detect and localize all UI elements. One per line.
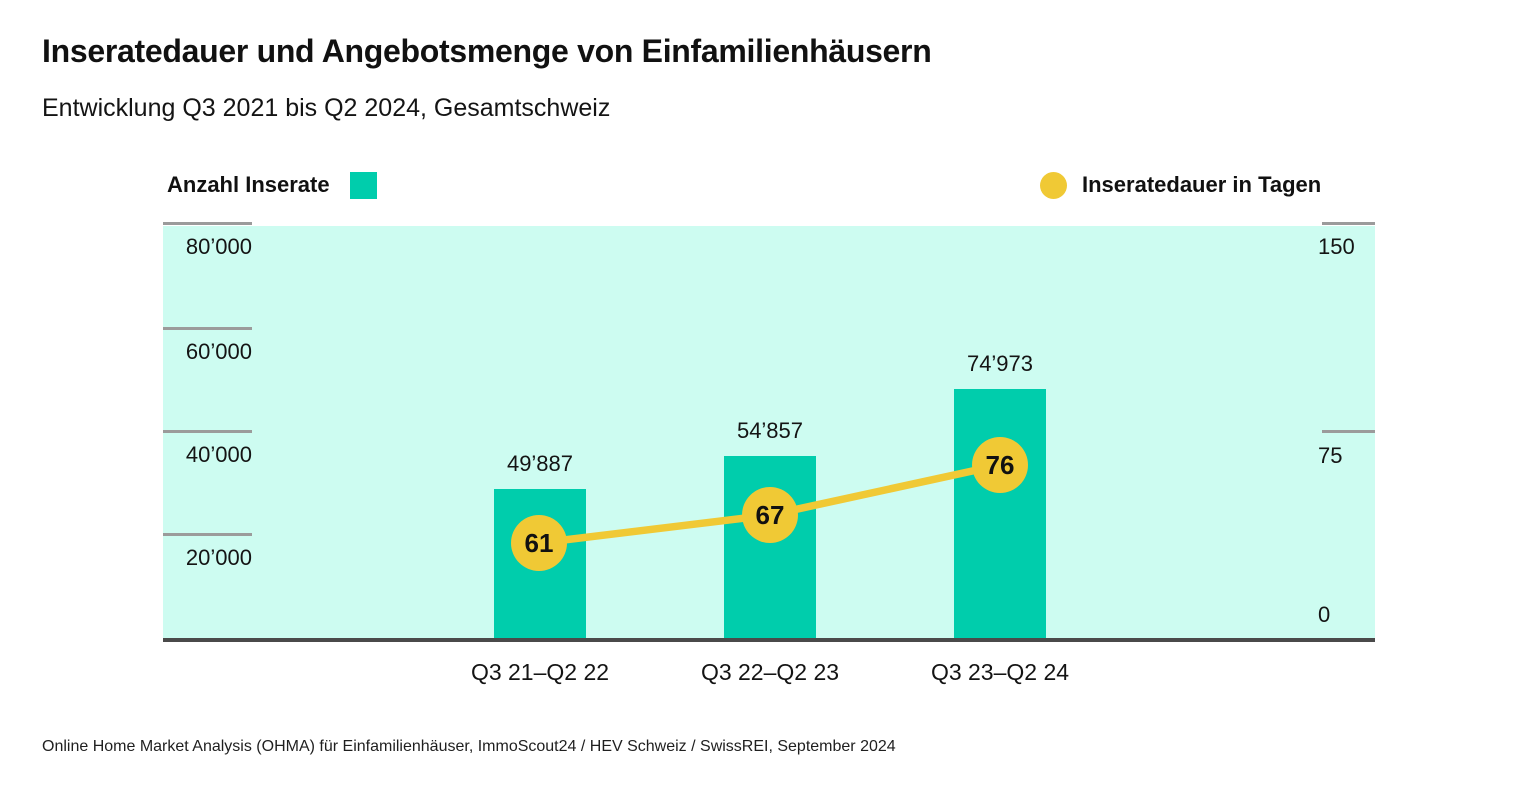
x-axis-line <box>163 638 1375 642</box>
bar-value-label: 54’857 <box>736 418 804 443</box>
line-series-dot-icon <box>1040 171 1067 199</box>
left-axis-label: 80’000 <box>185 234 252 259</box>
right-axis-label: 0 <box>1318 602 1331 627</box>
source-note: Online Home Market Analysis (OHMA) für E… <box>42 738 896 755</box>
right-axis-label: 150 <box>1318 234 1355 259</box>
x-axis-label: Q3 22–Q2 23 <box>700 659 840 685</box>
left-axis-label: 40’000 <box>185 442 252 467</box>
bar-value-label: 49’887 <box>506 451 574 476</box>
line-point-q3-22-q2-23: 67 <box>742 487 798 543</box>
left-axis-tick-20000 <box>163 533 252 536</box>
bar-series-swatch-icon <box>349 171 377 199</box>
legend-bar-series: Anzahl Inserate <box>167 169 377 201</box>
right-axis-tick-150 <box>1322 222 1375 225</box>
legend-line-series-label: Inseratedauer in Tagen <box>1082 172 1322 197</box>
left-axis-label: 20’000 <box>185 545 252 570</box>
line-point-value: 76 <box>985 449 1015 480</box>
line-point-value: 67 <box>755 499 785 530</box>
legend-bar-series-label: Anzahl Inserate <box>167 172 330 197</box>
bar-q3-22-q2-23 <box>724 456 816 638</box>
left-axis-tick-40000 <box>163 430 252 433</box>
legend-line-series: Inseratedauer in Tagen <box>1040 169 1321 201</box>
x-axis-label: Q3 21–Q2 22 <box>470 659 610 685</box>
left-axis-tick-60000 <box>163 327 252 330</box>
left-axis-tick-80000 <box>163 222 252 225</box>
bar-q3-23-q2-24 <box>954 389 1046 638</box>
page-subtitle: Entwicklung Q3 2021 bis Q2 2024, Gesamts… <box>42 94 611 122</box>
right-axis-label: 75 <box>1318 443 1343 468</box>
bar-value-label: 74’973 <box>966 351 1034 376</box>
x-axis-label: Q3 23–Q2 24 <box>930 659 1070 685</box>
line-point-q3-23-q2-24: 76 <box>972 437 1028 493</box>
page-title: Inseratedauer und Angebotsmenge von Einf… <box>42 33 932 69</box>
right-axis-tick-75 <box>1322 430 1375 433</box>
line-point-q3-21-q2-22: 61 <box>511 515 567 571</box>
left-axis-label: 60’000 <box>185 339 252 364</box>
line-point-value: 61 <box>524 527 554 558</box>
